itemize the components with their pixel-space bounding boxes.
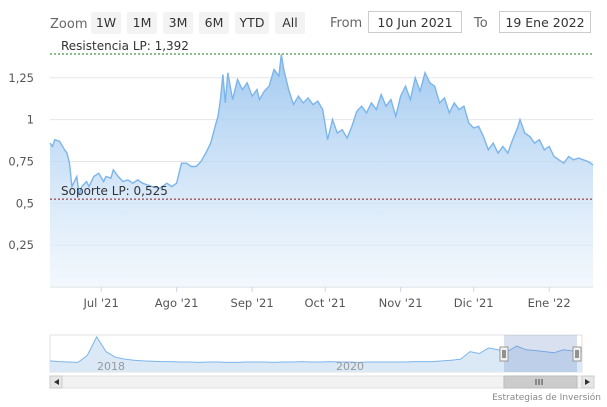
navigator-line — [49, 335, 583, 363]
navigator-area — [50, 336, 582, 372]
series-area — [49, 54, 594, 288]
arrow-right-icon — [585, 379, 590, 385]
plot-lines: Resistencia LP: 1,392 Soporte LP: 0,525 — [50, 39, 593, 200]
to-date-input[interactable]: 19 Ene 2022 — [499, 11, 591, 33]
navigator-left-handle — [499, 346, 509, 362]
zoom-all-button[interactable]: All — [275, 12, 305, 34]
to-label: To — [474, 16, 488, 31]
from-label: From — [330, 16, 363, 31]
y-tick-label: 0,5 — [16, 196, 34, 210]
y-tick-label: 1,25 — [8, 71, 34, 85]
scrollbar-thumb — [503, 375, 578, 389]
x-tick-label: Ago '21 — [155, 296, 199, 310]
x-tick-label: Dic '21 — [454, 296, 494, 310]
y-tick-label: 1 — [27, 113, 34, 127]
y-tick-label: 0,25 — [8, 238, 34, 252]
zoom-ytd-button[interactable]: YTD — [235, 12, 269, 34]
area-fill — [50, 54, 593, 288]
support-label: Soporte LP: 0,525 — [61, 184, 168, 198]
navigator-right-handle — [572, 346, 582, 362]
zoom-1w-button[interactable]: 1W — [91, 12, 121, 34]
chart-credit[interactable]: Estrategias de Inversión — [492, 393, 601, 403]
resistance-label: Resistencia LP: 1,392 — [61, 39, 189, 53]
navigator-mask — [504, 335, 577, 372]
navigator[interactable]: 2018 2020 — [49, 334, 583, 373]
scrollbar[interactable] — [49, 375, 595, 389]
x-tick-label: Oct '21 — [304, 296, 345, 310]
zoom-3m-button[interactable]: 3M — [163, 12, 193, 34]
zoom-label: Zoom — [50, 17, 88, 32]
series-line — [49, 54, 594, 196]
navigator-label: 2018 — [97, 360, 125, 373]
navigator-label: 2020 — [336, 360, 364, 373]
x-tick-label: Ene '22 — [528, 296, 571, 310]
y-tick-label: 0,75 — [8, 154, 34, 168]
x-tick-label: Sep '21 — [231, 296, 274, 310]
range-selector-toolbar: Zoom 1W 1M 3M 6M YTD All From 10 Jun 202… — [0, 0, 607, 44]
arrow-left-icon — [54, 379, 59, 385]
x-tick-label: Nov '21 — [379, 296, 423, 310]
x-axis: Jul '21 Ago '21 Sep '21 Oct '21 Nov '21 Dic '… — [82, 287, 571, 310]
zoom-6m-button[interactable]: 6M — [199, 12, 229, 34]
from-date-input[interactable]: 10 Jun 2021 — [368, 11, 462, 33]
y-axis: 0,25 0,5 0,75 1 1,25 — [8, 71, 34, 252]
zoom-1m-button[interactable]: 1M — [127, 12, 157, 34]
x-tick-label: Jul '21 — [82, 296, 118, 310]
